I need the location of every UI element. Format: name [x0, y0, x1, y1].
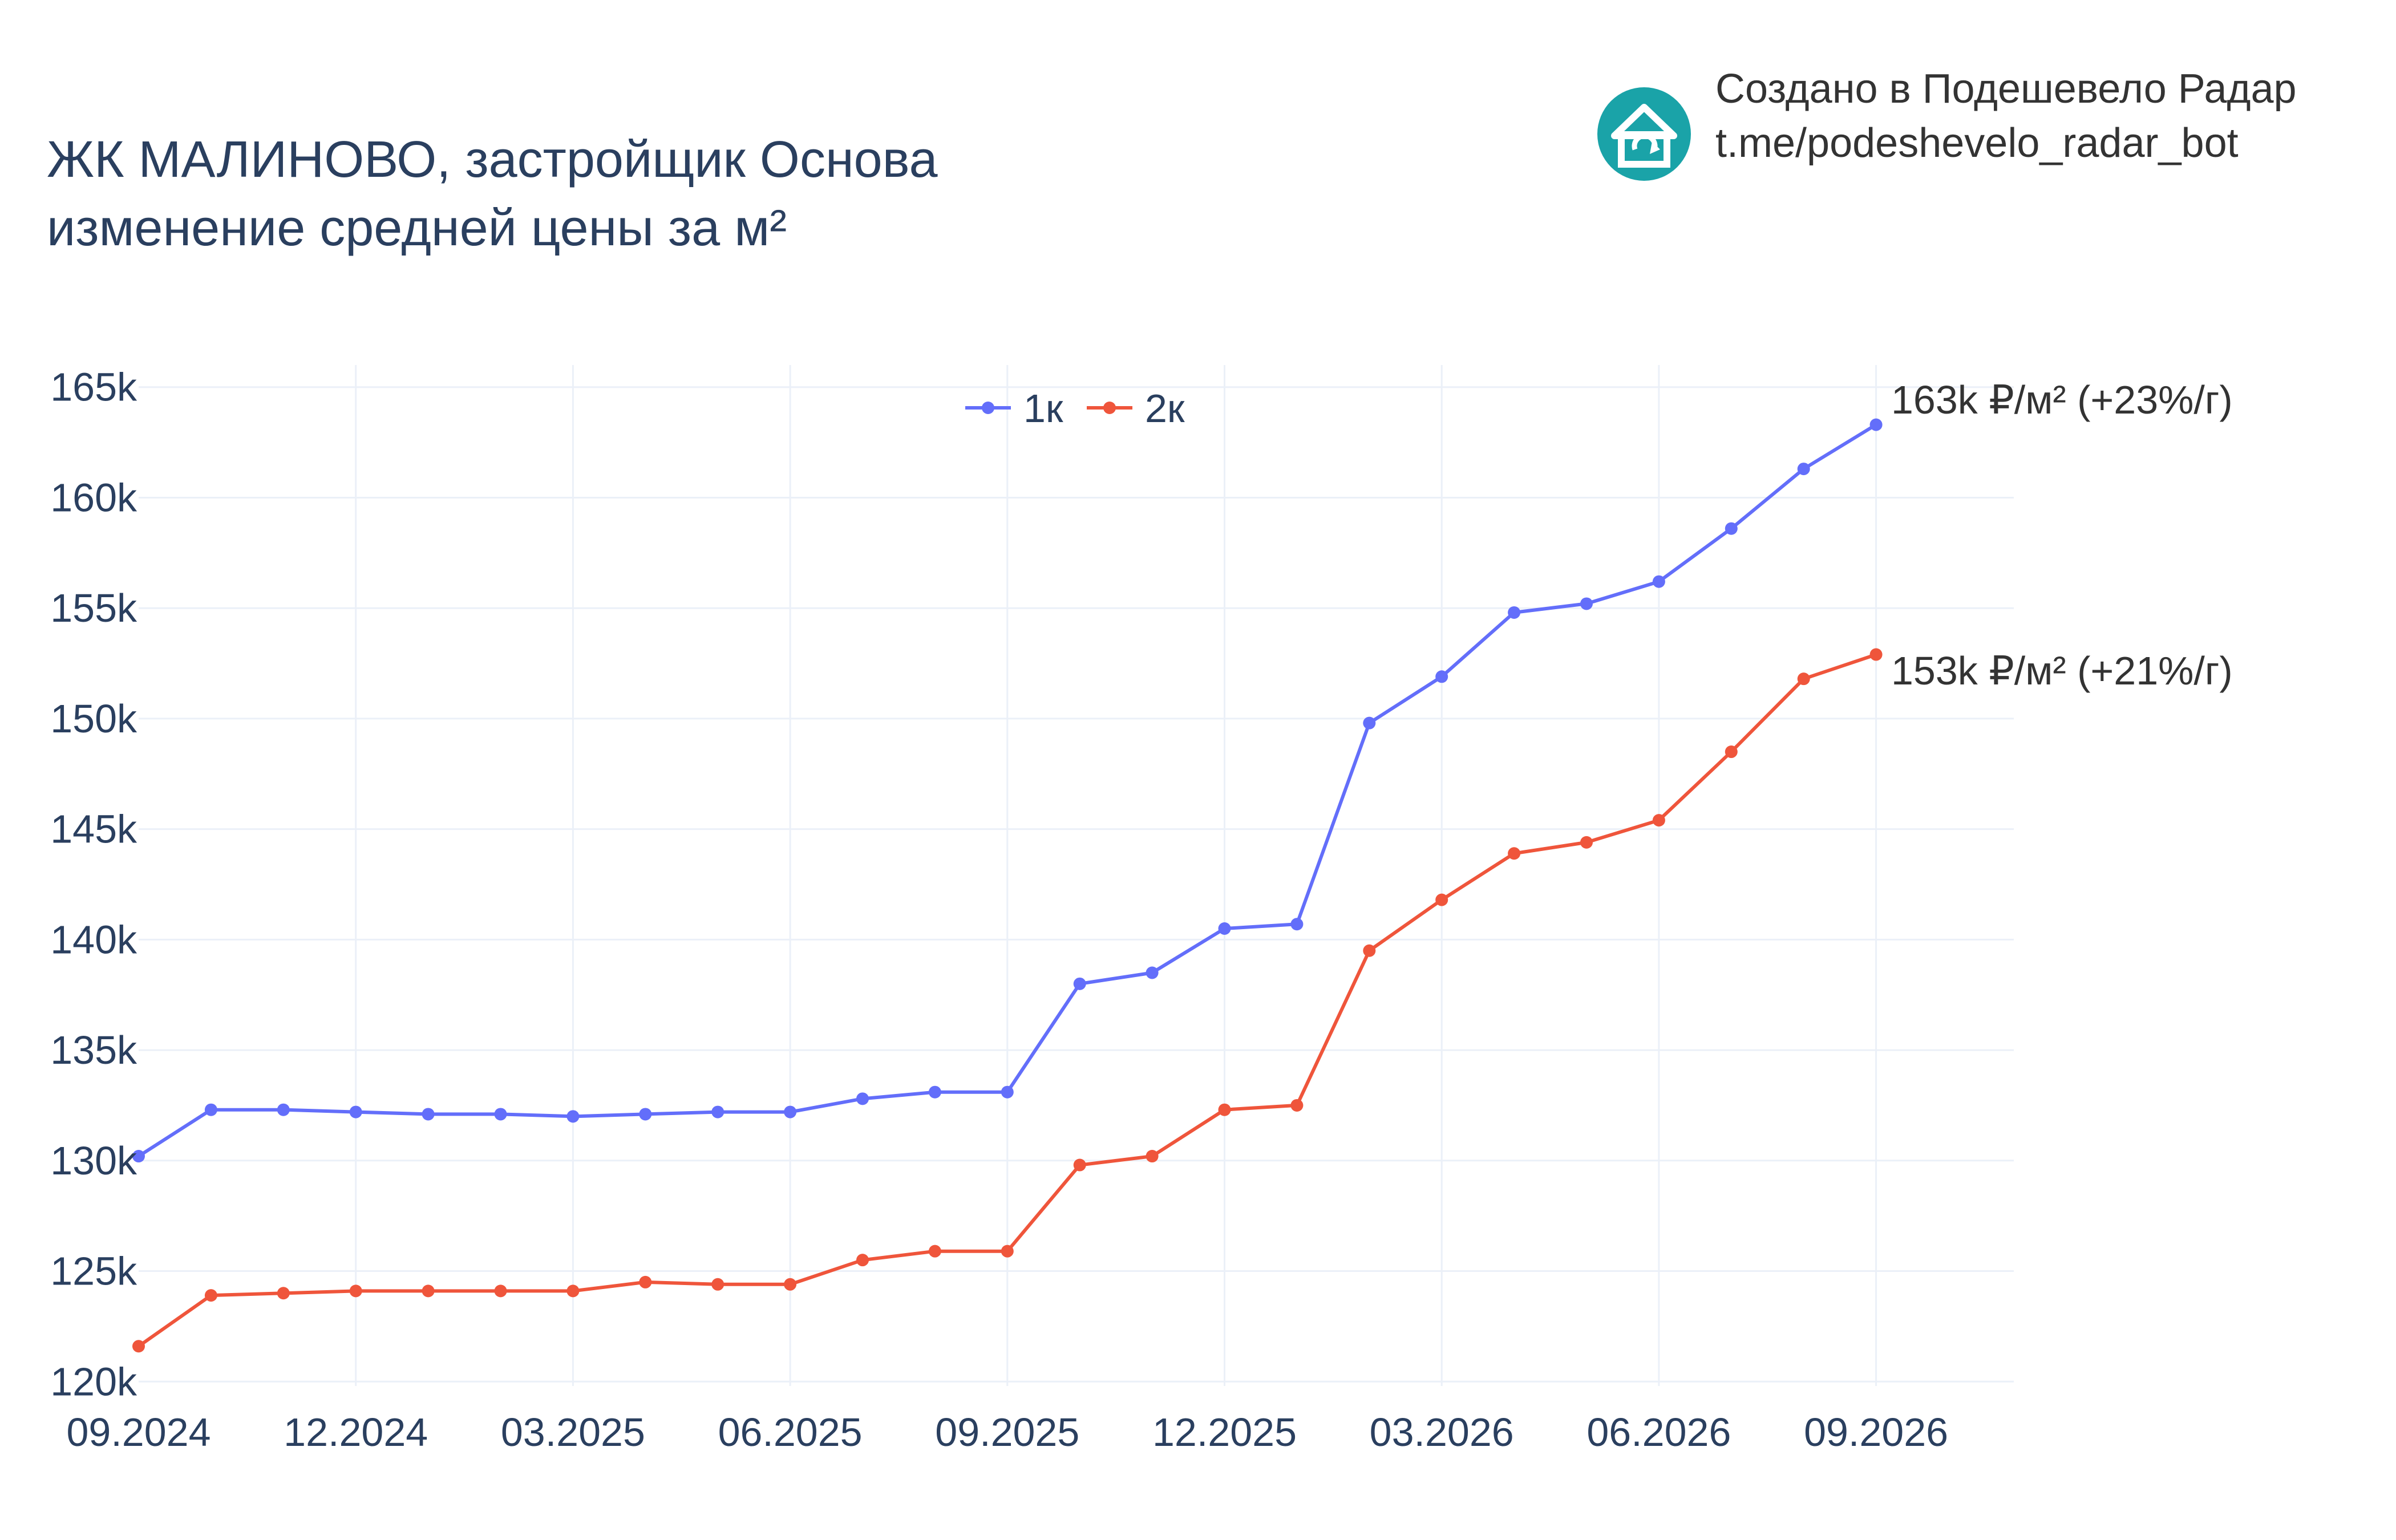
series-2-point [1073, 1158, 1086, 1172]
series-1-point [1218, 922, 1231, 935]
x-tick-label: 12.2024 [284, 1410, 428, 1454]
series-1-point [784, 1105, 797, 1118]
series-2-point [566, 1284, 580, 1298]
y-tick-label: 155k [50, 586, 137, 630]
series-2-point [639, 1275, 652, 1288]
grid [139, 365, 2014, 1386]
series-1-point [132, 1150, 145, 1163]
chart-title-line-1: ЖК МАЛИНОВО, застройщик Основа [47, 131, 938, 188]
series-layer [132, 418, 1883, 1353]
end-label-1: 163k ₽/м² (+23%/г) [1891, 378, 2233, 422]
series-2-point [1508, 847, 1521, 860]
y-tick-label: 130k [50, 1138, 137, 1183]
y-tick-label: 120k [50, 1359, 137, 1404]
series-1-point [494, 1108, 507, 1121]
series-2-point [1869, 648, 1883, 661]
y-axis-ticks: 120k 125k 130k 135k 140k 145k 150k 155k 160k 165k [50, 365, 137, 1404]
legend-label-1: 1к [1023, 386, 1063, 431]
chart-title-line-2: изменение средней цены за м² [47, 200, 787, 257]
series-1-point [1435, 670, 1448, 683]
x-tick-label: 09.2024 [66, 1410, 211, 1454]
brand-line-1: Создано в Подешевело Радар [1715, 66, 2297, 112]
x-tick-label: 06.2025 [718, 1410, 863, 1454]
x-tick-label: 06.2026 [1586, 1410, 1731, 1454]
series-1-point [1073, 977, 1086, 990]
y-tick-label: 125k [50, 1249, 137, 1294]
series-2-point [277, 1287, 290, 1300]
series-1-point [1146, 966, 1159, 979]
legend: 1к 2к [965, 386, 1185, 431]
series-2-point [1290, 1099, 1304, 1112]
series-2-point [1580, 836, 1593, 849]
brand-line-2: t.me/podeshevelo_radar_bot [1715, 120, 2239, 166]
x-tick-label: 03.2026 [1370, 1410, 1514, 1454]
y-tick-label: 140k [50, 917, 137, 962]
series-1-point [204, 1103, 217, 1116]
series-1-point [349, 1105, 362, 1118]
x-tick-label: 09.2026 [1804, 1410, 1948, 1454]
series-2-point [1797, 672, 1810, 686]
series-1-point [1869, 418, 1883, 431]
series-1-point [711, 1105, 725, 1118]
series-2-point [856, 1254, 869, 1267]
series-1-point [1797, 463, 1810, 476]
legend-marker-1 [982, 402, 994, 414]
x-tick-label: 09.2025 [935, 1410, 1079, 1454]
house-refresh-icon [1597, 87, 1691, 181]
series-2-point [1218, 1103, 1231, 1116]
y-tick-label: 160k [50, 475, 137, 520]
series-2-point [422, 1284, 435, 1298]
series-2-point [1146, 1150, 1159, 1163]
series-1-point [422, 1108, 435, 1121]
series-2-point [1725, 745, 1738, 759]
series-2-point [132, 1340, 145, 1353]
y-tick-label: 145k [50, 807, 137, 852]
series-2-point [204, 1289, 217, 1302]
y-tick-label: 165k [50, 365, 137, 410]
series-1-point [1001, 1085, 1014, 1099]
x-axis-ticks: 09.2024 12.2024 03.2025 06.2025 09.2025 12.20… [66, 1410, 1948, 1454]
legend-marker-2 [1103, 402, 1116, 414]
series-1-point [1363, 716, 1376, 730]
series-2-point [1363, 944, 1376, 957]
end-label-2: 153k ₽/м² (+21%/г) [1891, 649, 2233, 693]
series-2-point [1435, 893, 1448, 906]
series-1-point [856, 1092, 869, 1105]
x-tick-label: 03.2025 [501, 1410, 645, 1454]
series-1-point [277, 1103, 290, 1116]
y-tick-label: 150k [50, 696, 137, 741]
series-2-point [711, 1278, 725, 1291]
series-2-point [1652, 814, 1665, 827]
y-tick-label: 135k [50, 1028, 137, 1072]
end-labels: 163k ₽/м² (+23%/г) 153k ₽/м² (+21%/г) [1891, 378, 2233, 693]
series-1-point [639, 1108, 652, 1121]
series-1-point [566, 1110, 580, 1123]
series-1-point [928, 1085, 941, 1099]
series-1-point [1290, 918, 1304, 931]
series-1-point [1652, 575, 1665, 588]
series-1-point [1725, 522, 1738, 535]
series-1-point [1508, 606, 1521, 619]
legend-label-2: 2к [1145, 386, 1185, 431]
x-tick-label: 12.2025 [1152, 1410, 1297, 1454]
series-2-point [1001, 1245, 1014, 1258]
series-2-point [784, 1278, 797, 1291]
series-2-point [928, 1245, 941, 1258]
series-1-point [1580, 597, 1593, 610]
series-2-point [494, 1284, 507, 1298]
series-2-point [349, 1284, 362, 1298]
